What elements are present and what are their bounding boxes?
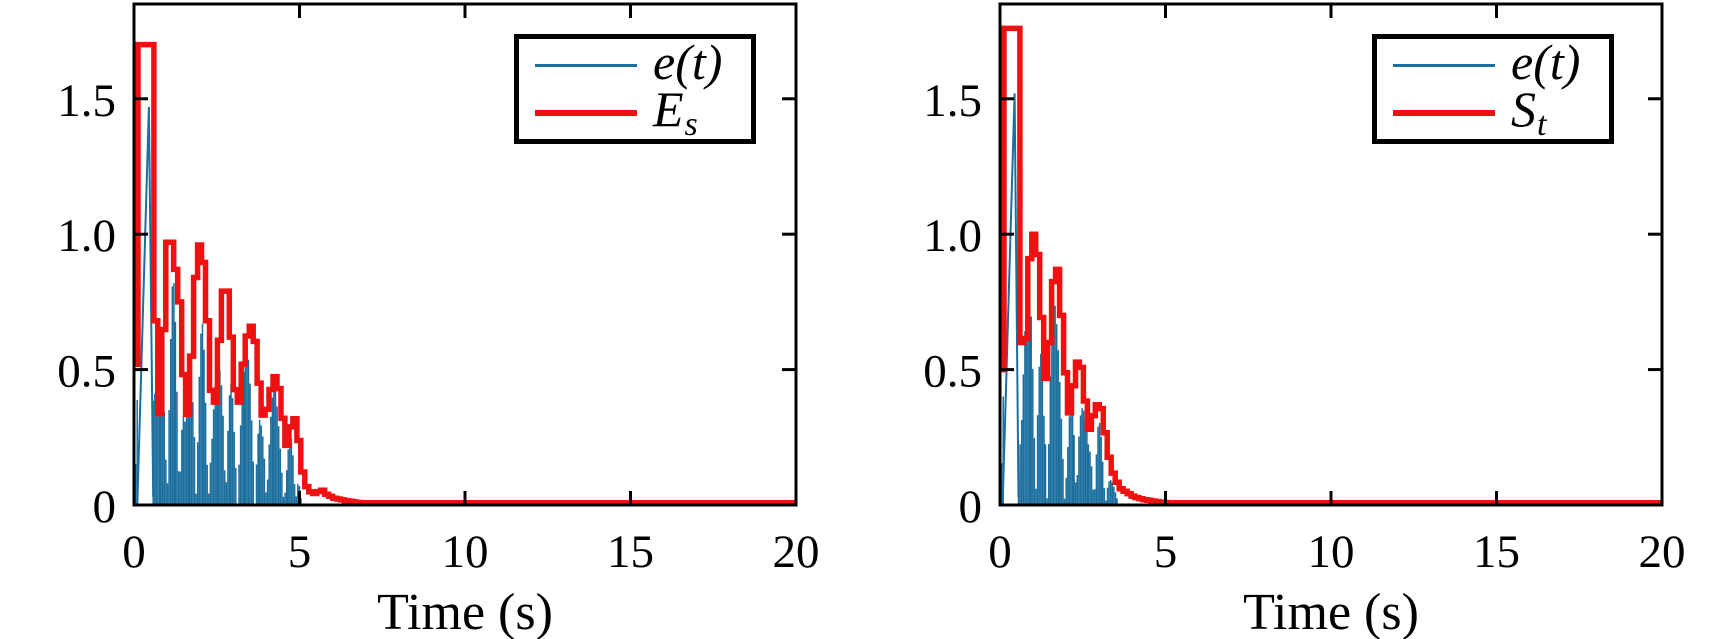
- error-signal-first-spike: [136, 106, 155, 506]
- x-tick-label: 10: [442, 526, 489, 578]
- y-tick-label: 1.5: [57, 75, 116, 127]
- legend-line-sample-blue: [1393, 64, 1495, 67]
- legend-entry: Es: [535, 81, 741, 143]
- error-signal-path: [134, 283, 302, 504]
- y-tick-label: 0: [959, 481, 983, 533]
- legend-line-sample-red: [535, 109, 637, 116]
- legend-label: e(t): [653, 34, 723, 90]
- chart-panel-left: 0 5 10 15 20 0 0.5 1.0 1.5 Time (s) e(t) Es: [57, 2, 820, 639]
- x-tick-label: 20: [773, 526, 820, 578]
- legend-entry: St: [1393, 81, 1599, 143]
- y-tick-label: 0.5: [923, 346, 982, 398]
- x-tick-label: 15: [1473, 526, 1520, 578]
- y-tick-label: 1.0: [57, 210, 116, 262]
- x-tick-label: 0: [122, 526, 146, 578]
- legend-line-sample-red: [1393, 109, 1495, 116]
- x-tick-label: 10: [1308, 526, 1355, 578]
- legend-label: e(t): [1511, 34, 1581, 90]
- x-tick-label: 20: [1639, 526, 1686, 578]
- x-axis-label: Time (s): [377, 584, 553, 639]
- x-axis-label: Time (s): [1243, 584, 1419, 639]
- x-tick-label: 0: [988, 526, 1012, 578]
- right-chart-legend: e(t) St: [1372, 34, 1614, 144]
- legend-entry: e(t): [1393, 34, 1599, 90]
- chart-panel-right: 0 5 10 15 20 0 0.5 1.0 1.5 Time (s) e(t) St: [866, 0, 1732, 639]
- y-tick-label: 1.0: [923, 210, 982, 262]
- x-tick-label: 5: [1154, 526, 1178, 578]
- left-chart-canvas: 0 5 10 15 20 0 0.5 1.0 1.5 Time (s): [57, 2, 820, 639]
- error-signal-path: [1000, 275, 1118, 504]
- y-tick-label: 0.5: [57, 346, 116, 398]
- y-tick-label: 0: [93, 481, 117, 533]
- legend-entry: e(t): [535, 34, 741, 90]
- envelope-path: [1000, 25, 1662, 506]
- y-tick-label: 1.5: [923, 75, 982, 127]
- envelope-path: [134, 41, 796, 506]
- legend-line-sample-blue: [535, 64, 637, 67]
- legend-label: Es: [653, 81, 698, 143]
- x-tick-label: 15: [607, 526, 654, 578]
- legend-label: St: [1511, 81, 1547, 143]
- x-tick-label: 5: [288, 526, 312, 578]
- left-chart-legend: e(t) Es: [514, 34, 756, 144]
- right-chart-canvas: 0 5 10 15 20 0 0.5 1.0 1.5 Time (s): [923, 2, 1686, 639]
